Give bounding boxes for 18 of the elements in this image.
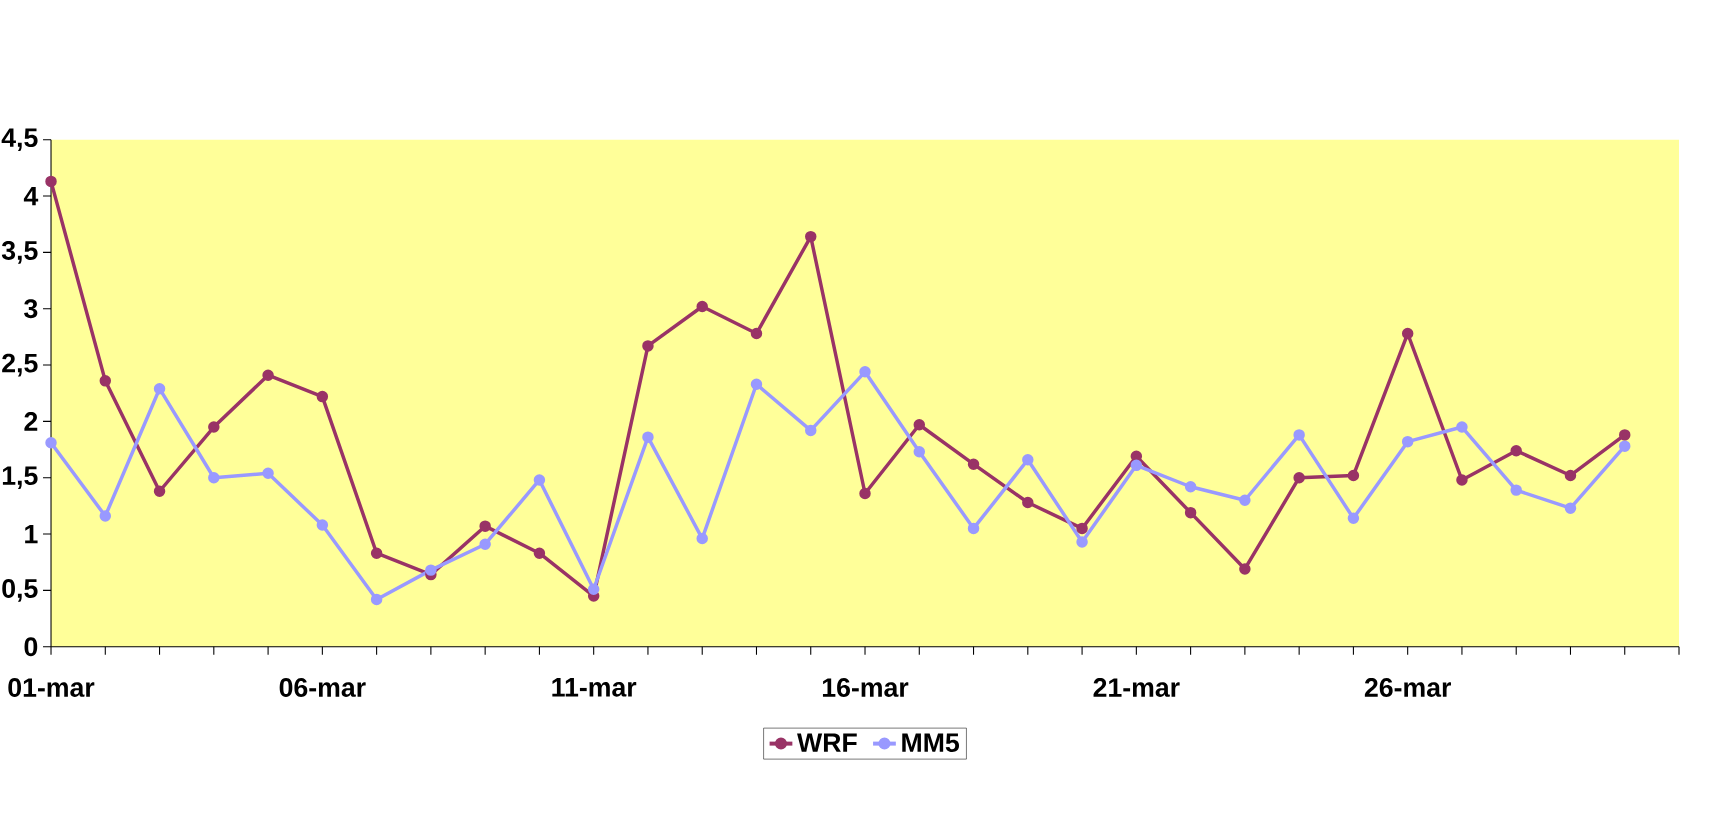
x-tick-label: 26-mar xyxy=(1364,678,1451,697)
x-tick-label: 21-mar xyxy=(1093,678,1180,697)
legend-label: MM5 xyxy=(902,733,960,753)
y-tick-label: 3,5 xyxy=(1,241,38,264)
y-tick-label: 2 xyxy=(24,412,38,431)
y-tick-label: 3 xyxy=(24,299,38,319)
y-tick-label: 4,5 xyxy=(1,128,38,151)
x-tick-label: 06-mar xyxy=(279,678,366,697)
legend-label: WRF xyxy=(797,733,857,752)
y-tick-label: 2,5 xyxy=(2,353,38,377)
x-tick-label: 11-mar xyxy=(552,678,637,697)
y-tick-label: 1,5 xyxy=(2,466,38,489)
y-tick-label: 1 xyxy=(25,524,38,544)
x-tick-label: 01-mar xyxy=(8,678,95,697)
y-tick-label: 0,5 xyxy=(2,579,38,602)
y-tick-label: 0 xyxy=(24,637,38,657)
x-tick-label: 16-mar xyxy=(822,678,909,697)
y-tick-label: 4 xyxy=(23,186,39,206)
